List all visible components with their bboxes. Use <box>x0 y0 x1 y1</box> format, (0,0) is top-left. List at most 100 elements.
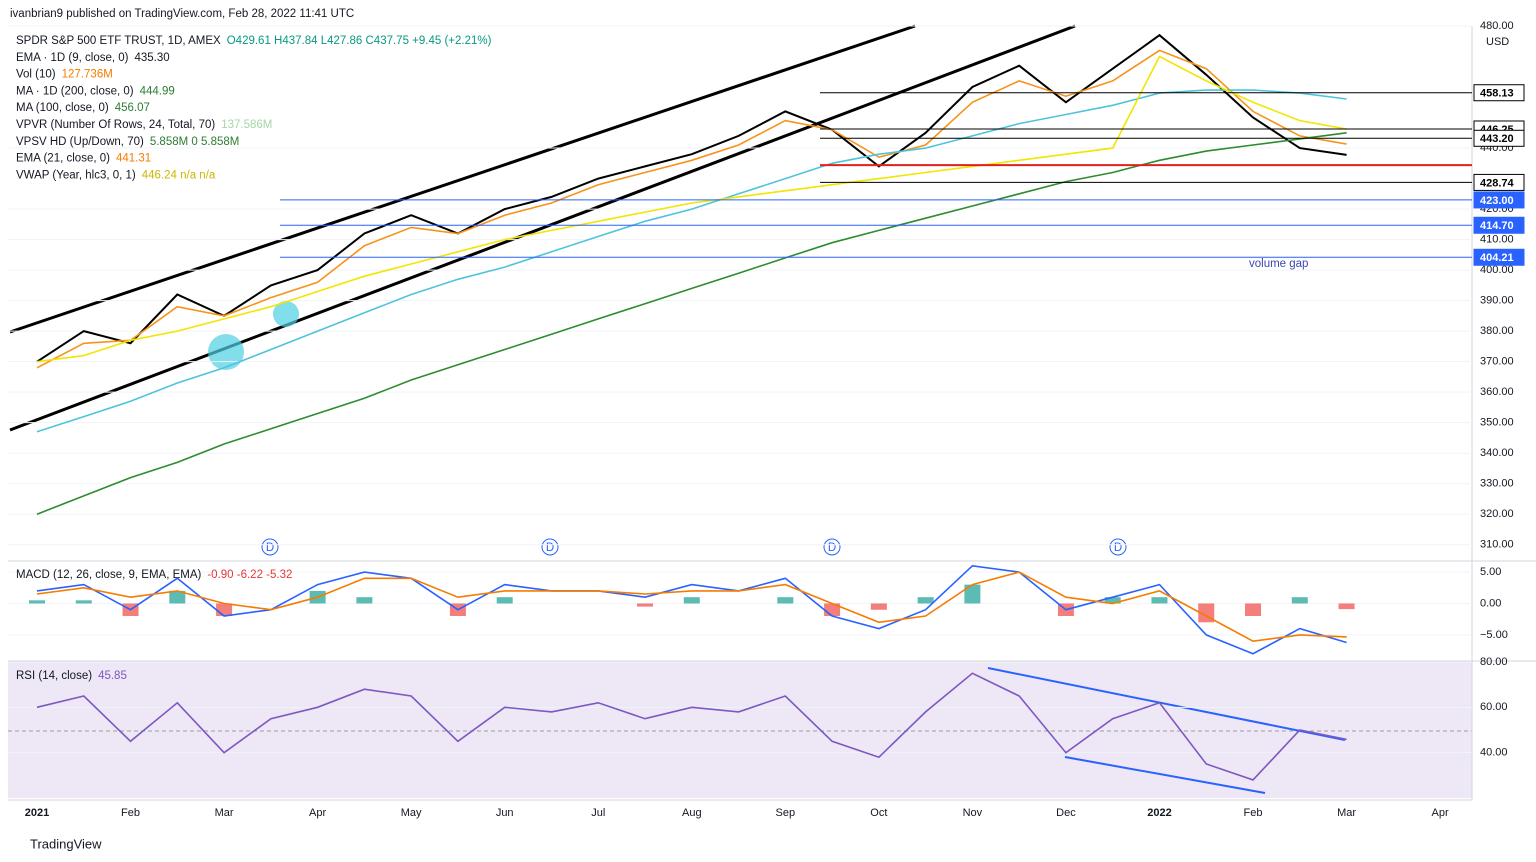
legend-name: EMA · 1D (9, close, 0) <box>16 52 129 64</box>
pane-legend: RSI (14, close) 45.85 <box>16 670 127 682</box>
legend-entry: VPVR (Number Of Rows, 24, Total, 70) 137.… <box>16 119 272 131</box>
level-tag <box>1473 84 1525 102</box>
legend-entry: EMA (21, close, 0) 441.31 <box>16 153 151 165</box>
y-tick-label: 400.00 <box>1480 264 1514 276</box>
series-line <box>36 571 1347 643</box>
highlight <box>208 334 244 370</box>
histogram-bar <box>1245 603 1262 617</box>
legend-name: VPVR (Number Of Rows, 24, Total, 70) <box>16 119 215 131</box>
x-tick-label: Nov <box>963 807 983 819</box>
y-tick-label: 370.00 <box>1480 356 1514 368</box>
x-tick-label: 2021 <box>25 807 49 819</box>
legend-name: MA (100, close, 0) <box>16 102 109 114</box>
level-label: 428.74 <box>1480 177 1515 189</box>
x-tick-label: Mar <box>1337 807 1356 819</box>
legend-entry: Vol (10) 127.736M <box>16 69 113 81</box>
histogram-bar <box>870 603 887 610</box>
rsi-trendline <box>1064 756 1266 794</box>
y-tick-label: 480.00 <box>1480 20 1514 32</box>
legend-value: 127.736M <box>62 69 113 81</box>
legend-name: VWAP (Year, hlc3, 0, 1) <box>16 169 136 181</box>
histogram-bar <box>1291 597 1308 604</box>
pane-legend: MACD (12, 26, close, 9, EMA, EMA) -0.90 -… <box>16 569 292 581</box>
histogram-bar <box>683 597 700 604</box>
histogram-bar <box>29 600 45 604</box>
x-tick-label: Aug <box>682 807 702 819</box>
legend-value: 441.31 <box>116 153 151 165</box>
dividend-label: D <box>828 542 836 554</box>
y-tick-label: 60.00 <box>1480 701 1508 713</box>
dividend-marker <box>541 538 559 556</box>
series-line <box>36 564 1347 655</box>
level-label: 414.70 <box>1480 220 1514 232</box>
legend-name: SPDR S&P 500 ETF TRUST, 1D, AMEX <box>16 35 221 47</box>
pane-legend-name: MACD (12, 26, close, 9, EMA, EMA) <box>16 569 202 581</box>
legend-entry: MA (100, close, 0) 456.07 <box>16 102 150 114</box>
x-tick-label: May <box>401 807 422 819</box>
x-tick-label: Apr <box>309 807 326 819</box>
level-tag <box>1473 191 1525 209</box>
legend-name: Vol (10) <box>16 69 56 81</box>
legend-value: 435.30 <box>134 52 169 64</box>
level-tag <box>1473 248 1525 266</box>
histogram-bar <box>496 597 513 604</box>
legend-value: 5.858M 0 5.858M <box>150 136 240 148</box>
x-tick-label: Jun <box>496 807 514 819</box>
series-line <box>36 672 1347 781</box>
dividend-label: D <box>546 542 554 554</box>
histogram-bar <box>1338 603 1355 610</box>
legend-name: MA · 1D (200, close, 0) <box>16 85 134 97</box>
y-tick-label: 80.00 <box>1480 656 1508 668</box>
histogram-bar <box>917 597 934 604</box>
y-tick-label: 330.00 <box>1480 478 1514 490</box>
x-tick-label: Feb <box>1244 807 1263 819</box>
histogram-bar <box>75 600 92 604</box>
histogram-bar <box>356 597 373 604</box>
histogram-bar <box>964 584 981 604</box>
dividend-label: D <box>266 542 274 554</box>
channel-line <box>9 24 916 334</box>
dividend-marker <box>1109 538 1127 556</box>
legend-value: 137.586M <box>221 119 272 131</box>
pane-legend-name: RSI (14, close) <box>16 670 92 682</box>
legend-entry: MA · 1D (200, close, 0) 444.99 <box>16 85 175 97</box>
histogram-bar <box>169 590 186 604</box>
x-tick-label: Feb <box>121 807 140 819</box>
histogram-bar <box>216 603 233 617</box>
pane-legend-value: -0.90 -6.22 -5.32 <box>207 569 292 581</box>
legend-entry: VWAP (Year, hlc3, 0, 1) 446.24 n/a n/a <box>16 169 216 181</box>
level-tag <box>1473 173 1525 191</box>
x-tick-label: Apr <box>1432 807 1449 819</box>
series-line <box>36 89 1347 433</box>
level-tag <box>1473 216 1525 234</box>
y-tick-label: 0.00 <box>1480 597 1501 609</box>
level-label: 423.00 <box>1480 195 1514 207</box>
dividend-marker <box>261 538 279 556</box>
dividend-marker <box>823 538 841 556</box>
x-tick-label: Mar <box>215 807 234 819</box>
y-tick-label: −5.00 <box>1480 629 1508 641</box>
legend-entry: SPDR S&P 500 ETF TRUST, 1D, AMEX O429.61 … <box>16 35 492 47</box>
annotation: volume gap <box>1249 258 1308 270</box>
x-tick-label: Oct <box>870 807 887 819</box>
legend-name: VPSV HD (Up/Down, 70) <box>16 136 144 148</box>
x-tick-label: Dec <box>1056 807 1076 819</box>
legend-value: 456.07 <box>115 102 150 114</box>
byline: ivanbrian9 published on TradingView.com,… <box>10 8 354 20</box>
level-label: 443.20 <box>1480 133 1514 145</box>
legend-name: EMA (21, close, 0) <box>16 153 110 165</box>
highlight <box>273 301 299 327</box>
rsi-trendline <box>987 667 1346 741</box>
y-tick-label: 360.00 <box>1480 386 1514 398</box>
legend-value: O429.61 H437.84 L427.86 C437.75 +9.45 (+… <box>227 35 492 47</box>
histogram-bar <box>637 603 654 607</box>
pane-legend-value: 45.85 <box>98 670 127 682</box>
level-label: 458.13 <box>1480 88 1514 100</box>
y-tick-label: 320.00 <box>1480 508 1514 520</box>
histogram-bar <box>1104 597 1121 604</box>
y-tick-label: 310.00 <box>1480 539 1514 551</box>
footer-brand: TradingView <box>30 836 102 851</box>
y-tick-label: 350.00 <box>1480 417 1514 429</box>
x-tick-label: Jul <box>591 807 605 819</box>
